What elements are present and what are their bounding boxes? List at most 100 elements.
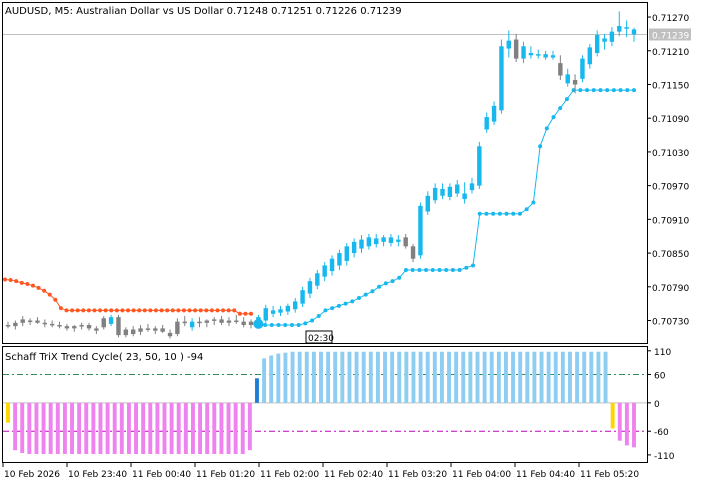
candle bbox=[418, 202, 423, 259]
candle-body bbox=[5, 325, 11, 327]
support-dot bbox=[343, 301, 348, 306]
price-tick-label: 0.71270 bbox=[652, 14, 689, 24]
resistance-dot bbox=[249, 311, 254, 316]
support-dot bbox=[544, 126, 549, 131]
support-dot bbox=[269, 323, 274, 328]
resistance-dot bbox=[109, 308, 114, 313]
support-dot bbox=[316, 314, 321, 319]
candle-body bbox=[521, 46, 526, 59]
candle-body bbox=[594, 35, 600, 54]
stc-bar bbox=[461, 351, 466, 403]
symbol-header: AUDUSD, M5: Australian Dollar vs US Doll… bbox=[5, 6, 402, 17]
candle bbox=[79, 322, 84, 330]
resistance-dot bbox=[243, 311, 248, 316]
candle-body bbox=[123, 329, 129, 336]
candle-body bbox=[329, 258, 335, 272]
candle bbox=[344, 242, 349, 266]
stc-bar bbox=[525, 351, 530, 403]
stc-bar bbox=[219, 402, 224, 454]
candle bbox=[484, 112, 489, 133]
stc-bar bbox=[511, 351, 516, 403]
stc-bar bbox=[77, 402, 82, 454]
time-marker-label: 02:30 bbox=[308, 334, 334, 344]
price-tick-label: 0.70730 bbox=[652, 318, 689, 328]
support-dot bbox=[410, 267, 415, 272]
resistance-dot bbox=[221, 308, 226, 313]
stc-bar bbox=[304, 351, 309, 403]
stc-bar bbox=[205, 402, 210, 454]
support-dot bbox=[471, 263, 476, 268]
candle-body bbox=[410, 246, 416, 259]
time-tick-label: 11 Feb 04:40 bbox=[516, 470, 575, 480]
stc-bar bbox=[84, 402, 89, 454]
stc-bar bbox=[62, 402, 67, 454]
stc-bar bbox=[27, 402, 32, 454]
stc-bar bbox=[55, 402, 60, 454]
support-dot bbox=[491, 211, 496, 216]
candle bbox=[477, 141, 482, 190]
candle-body bbox=[543, 54, 548, 58]
stc-bar bbox=[13, 402, 18, 451]
candle-body bbox=[528, 53, 534, 56]
stc-bar bbox=[297, 351, 302, 403]
time-tick-label: 11 Feb 04:00 bbox=[452, 470, 511, 480]
resistance-dot bbox=[198, 308, 203, 313]
candle-body bbox=[278, 309, 283, 313]
candle bbox=[145, 323, 151, 332]
stc-bar bbox=[105, 402, 110, 454]
candle bbox=[189, 318, 195, 331]
candle bbox=[72, 325, 77, 332]
candle bbox=[248, 319, 254, 329]
stc-bar bbox=[589, 351, 594, 403]
resistance-dot bbox=[75, 308, 80, 313]
stc-bar bbox=[617, 402, 622, 441]
candle bbox=[403, 233, 408, 249]
stc-bar bbox=[610, 402, 615, 429]
candle-body bbox=[160, 328, 165, 332]
support-dot bbox=[444, 267, 449, 272]
candle bbox=[440, 183, 445, 200]
support-dot bbox=[578, 88, 583, 93]
resistance-dot bbox=[204, 308, 209, 313]
support-dot bbox=[276, 323, 281, 328]
support-dot bbox=[477, 211, 482, 216]
stc-bar bbox=[212, 402, 217, 454]
resistance-dot bbox=[114, 308, 119, 313]
time-marker-box bbox=[305, 330, 333, 344]
resistance-dot bbox=[159, 308, 164, 313]
time-tick-label: 11 Feb 02:40 bbox=[324, 470, 383, 480]
stc-bar bbox=[546, 351, 551, 403]
stc-bar bbox=[283, 352, 288, 403]
candle-body bbox=[359, 239, 364, 249]
stc-bar bbox=[340, 351, 345, 403]
candle bbox=[108, 314, 114, 327]
stc-bar bbox=[20, 402, 25, 454]
candle-body bbox=[462, 193, 467, 200]
time-tick-label: 10 Feb 23:40 bbox=[68, 470, 127, 480]
stc-bar bbox=[503, 351, 508, 403]
stc-bar bbox=[311, 351, 316, 403]
stc-bar bbox=[624, 402, 629, 446]
candle-body bbox=[572, 79, 578, 85]
candle-body bbox=[167, 332, 173, 337]
support-dot bbox=[464, 265, 469, 270]
candle bbox=[462, 182, 467, 204]
candle bbox=[624, 20, 629, 38]
stc-bar bbox=[262, 358, 267, 403]
candle-body bbox=[403, 237, 408, 247]
stc-bar bbox=[269, 355, 274, 403]
candle-body bbox=[388, 237, 394, 243]
candle-body bbox=[293, 301, 298, 310]
candle-body bbox=[381, 237, 386, 242]
candle-body bbox=[609, 31, 615, 42]
candle bbox=[513, 33, 519, 63]
candle bbox=[587, 44, 593, 69]
stc-bar bbox=[48, 402, 53, 454]
support-dot bbox=[558, 106, 563, 111]
resistance-dot bbox=[165, 308, 170, 313]
stc-bar bbox=[326, 351, 331, 403]
resistance-dot bbox=[232, 308, 237, 313]
resistance-dot bbox=[86, 308, 91, 313]
